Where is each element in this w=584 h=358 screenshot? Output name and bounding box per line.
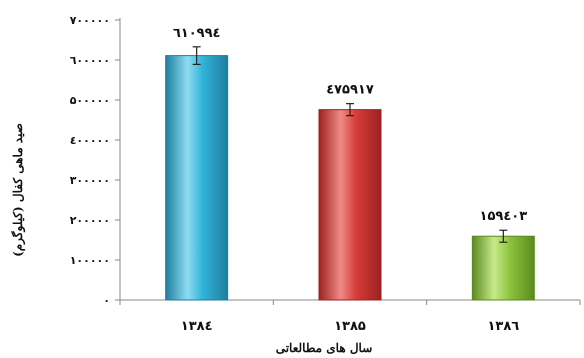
bar-3 xyxy=(471,235,535,301)
data-label-1: ٦۱۰۹۹٤ xyxy=(173,26,221,41)
x-axis: ۱۳۸٤ ۱۳۸۵ ۱۳۸٦ xyxy=(119,299,581,334)
y-tick-label: ٤۰۰۰۰۰ xyxy=(70,134,110,147)
y-axis-title: صید ماهی کفال (کیلوگرم) xyxy=(10,123,26,257)
y-tick-label: ۳۰۰۰۰۰ xyxy=(70,174,110,187)
y-tick-label: ۵۰۰۰۰۰ xyxy=(70,94,110,107)
x-tick-label: ۱۳۸٤ xyxy=(181,319,213,334)
y-tick-label: ۲۰۰۰۰۰ xyxy=(70,214,110,227)
bars xyxy=(165,46,535,301)
x-tick-label: ۱۳۸۵ xyxy=(334,319,366,334)
bar-1 xyxy=(165,55,229,301)
bar-2 xyxy=(318,109,382,301)
y-tick-label: ۷۰۰۰۰۰ xyxy=(70,14,110,27)
y-tick-label: ۰ xyxy=(103,294,110,307)
data-label-2: ٤۷۵۹۱۷ xyxy=(326,83,374,98)
y-tick-label: ٦۰۰۰۰۰ xyxy=(70,54,110,67)
x-axis-title: سال های مطالعاتی xyxy=(276,341,373,355)
data-labels: ٦۱۰۹۹٤ ٤۷۵۹۱۷ ۱۵۹٤۰۳ xyxy=(173,26,527,224)
y-tick-label: ۱۰۰۰۰۰ xyxy=(70,254,110,267)
x-tick-label: ۱۳۸٦ xyxy=(487,319,519,334)
data-label-3: ۱۵۹٤۰۳ xyxy=(480,209,528,224)
y-axis: ۰ ۱۰۰۰۰۰ ۲۰۰۰۰۰ ۳۰۰۰۰۰ ٤۰۰۰۰۰ ۵۰۰۰۰۰ ٦۰۰۰۰۰ ۷۰۰… xyxy=(70,14,121,307)
